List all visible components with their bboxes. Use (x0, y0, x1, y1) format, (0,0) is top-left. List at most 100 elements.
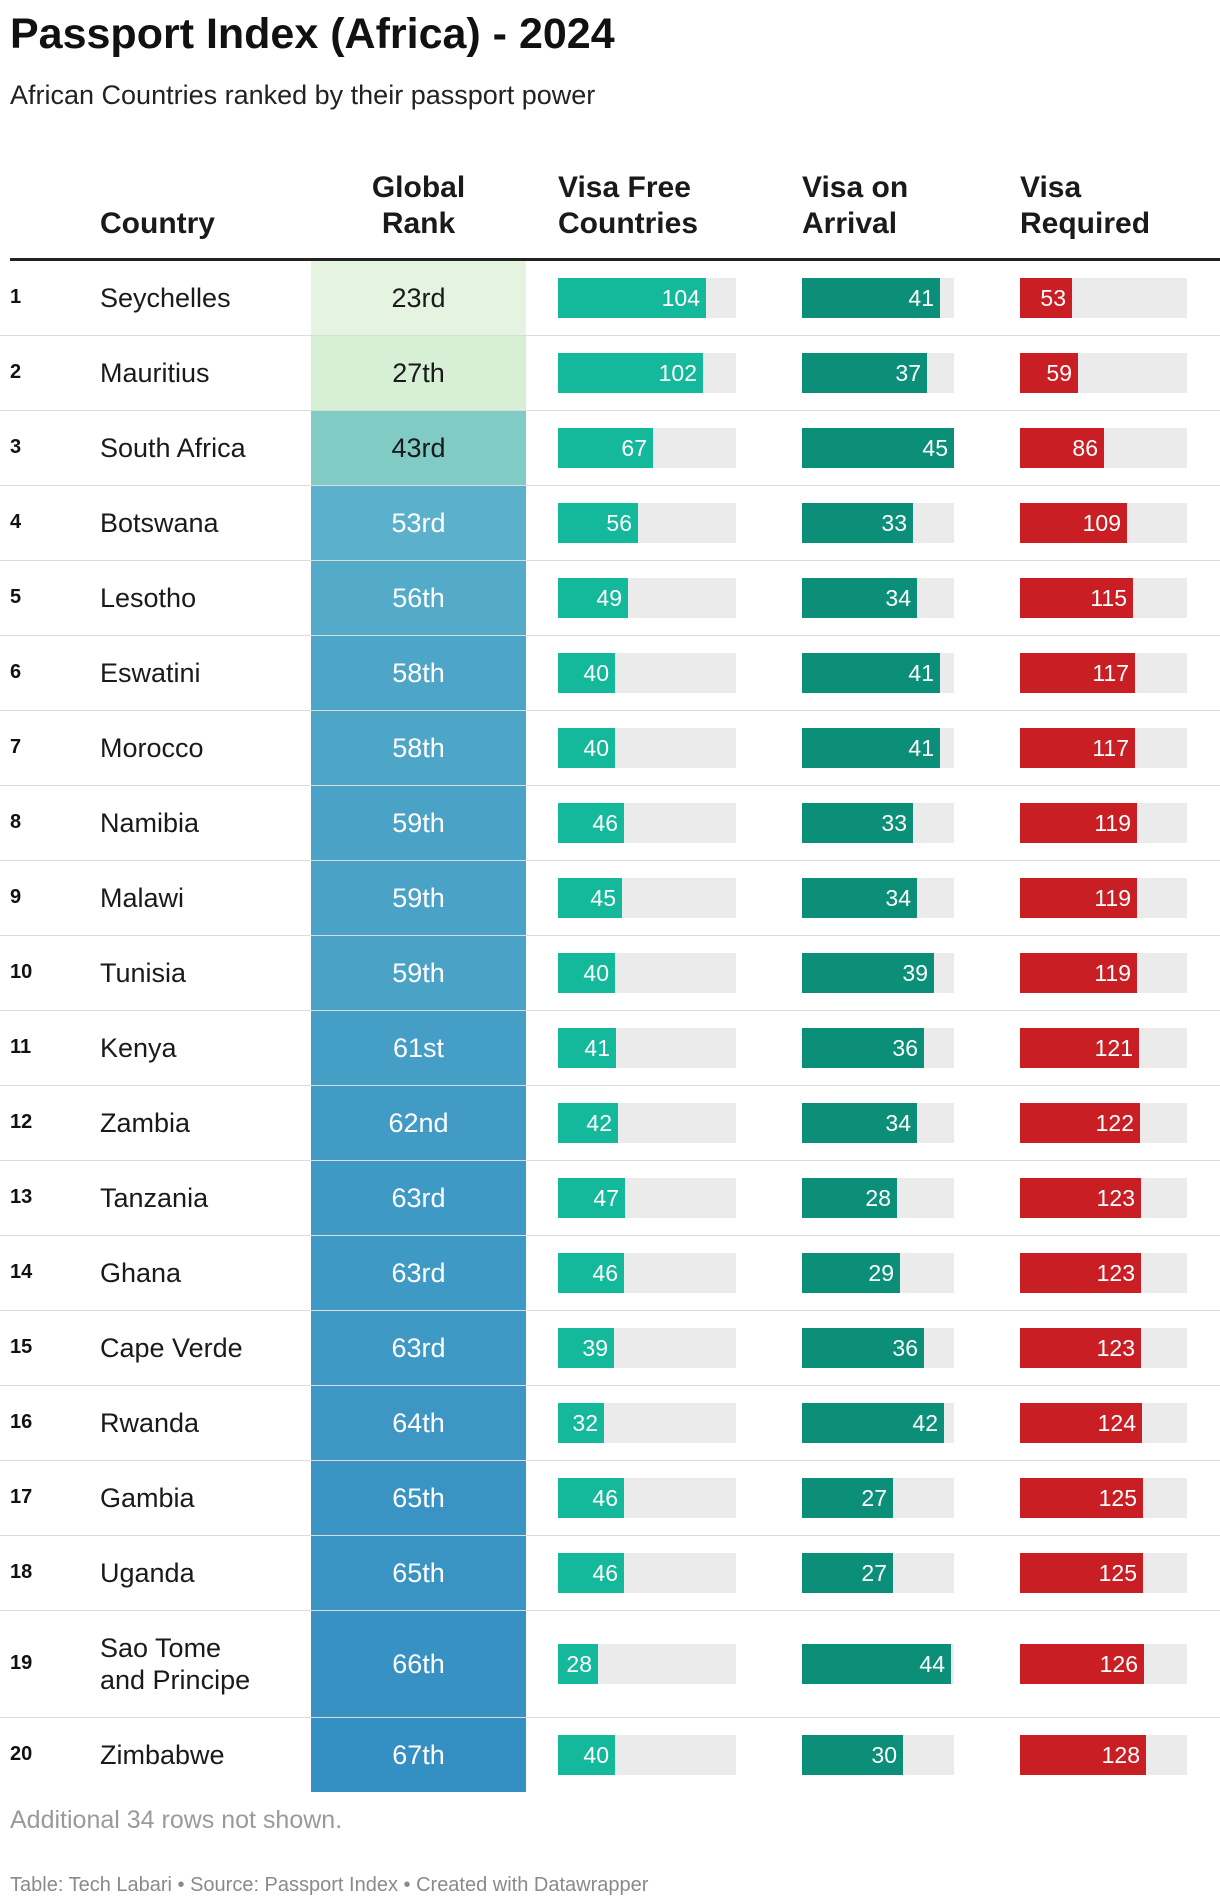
visa-on-arrival-value: 41 (908, 660, 934, 686)
country-name: Uganda (100, 1558, 195, 1588)
visa-free-value: 45 (590, 885, 616, 911)
visa-on-arrival-value: 44 (919, 1651, 945, 1677)
table-row[interactable]: 5 Lesotho 56th 49 34 115 (0, 561, 1220, 636)
global-rank-cell: 58th (311, 711, 526, 785)
visa-on-arrival-bar: 34 (802, 578, 917, 618)
row-number: 10 (10, 961, 33, 983)
visa-on-arrival-value: 41 (908, 285, 934, 311)
visa-free-value: 104 (661, 285, 700, 311)
visa-free-track: 56 (558, 503, 736, 543)
table-row[interactable]: 3 South Africa 43rd 67 45 86 (0, 411, 1220, 486)
visa-free-value: 41 (584, 1035, 610, 1061)
visa-free-bar: 46 (558, 1478, 624, 1518)
country-name: Zimbabwe (100, 1740, 225, 1770)
table-row[interactable]: 16 Rwanda 64th 32 42 124 (0, 1386, 1220, 1461)
visa-on-arrival-bar: 45 (802, 428, 954, 468)
global-rank-cell: 67th (311, 1718, 526, 1792)
visa-required-track: 121 (1020, 1028, 1187, 1068)
country-name: Gambia (100, 1483, 195, 1513)
visa-required-bar: 53 (1020, 278, 1072, 318)
visa-required-bar: 123 (1020, 1178, 1141, 1218)
visa-required-bar: 122 (1020, 1103, 1140, 1143)
visa-required-value: 86 (1072, 435, 1098, 461)
visa-free-track: 104 (558, 278, 736, 318)
table-row[interactable]: 2 Mauritius 27th 102 37 59 (0, 336, 1220, 411)
table-row[interactable]: 12 Zambia 62nd 42 34 122 (0, 1086, 1220, 1161)
table-row[interactable]: 19 Sao Tome and Principe 66th 28 44 126 (0, 1611, 1220, 1718)
table-row[interactable]: 1 Seychelles 23rd 104 41 53 (0, 261, 1220, 336)
visa-on-arrival-bar: 27 (802, 1478, 893, 1518)
visa-free-bar: 32 (558, 1403, 604, 1443)
visa-on-arrival-value: 41 (908, 735, 934, 761)
visa-required-value: 123 (1096, 1185, 1135, 1211)
table-body: 1 Seychelles 23rd 104 41 53 2 Mauritius 27th 102 3… (0, 261, 1220, 1792)
visa-free-track: 102 (558, 353, 736, 393)
visa-on-arrival-value: 34 (885, 585, 911, 611)
visa-free-track: 49 (558, 578, 736, 618)
visa-on-arrival-value: 33 (881, 510, 907, 536)
visa-required-track: 59 (1020, 353, 1187, 393)
header-country[interactable]: Country (100, 207, 215, 240)
source-footer: Table: Tech Labari • Source: Passport In… (10, 1874, 649, 1896)
visa-free-value: 67 (621, 435, 647, 461)
header-global-rank[interactable]: Global Rank (371, 171, 466, 240)
visa-free-track: 40 (558, 1735, 736, 1775)
visa-free-value: 40 (583, 735, 609, 761)
visa-required-value: 109 (1082, 510, 1121, 536)
visa-required-bar: 119 (1020, 803, 1137, 843)
table-row[interactable]: 10 Tunisia 59th 40 39 119 (0, 936, 1220, 1011)
header-visa-on-arrival[interactable]: Visa on Arrival (802, 171, 909, 240)
table-row[interactable]: 17 Gambia 65th 46 27 125 (0, 1461, 1220, 1536)
header-visa-required[interactable]: Visa Required (1020, 171, 1151, 240)
visa-free-track: 45 (558, 878, 736, 918)
country-name: Cape Verde (100, 1333, 243, 1363)
global-rank-cell: 61st (311, 1011, 526, 1085)
visa-required-bar: 115 (1020, 578, 1133, 618)
visa-free-track: 42 (558, 1103, 736, 1143)
row-number: 13 (10, 1186, 33, 1208)
visa-on-arrival-track: 27 (802, 1478, 954, 1518)
country-name: South Africa (100, 433, 246, 463)
visa-free-bar: 46 (558, 1253, 624, 1293)
row-number: 18 (10, 1561, 33, 1583)
visa-on-arrival-bar: 44 (802, 1644, 951, 1684)
visa-required-value: 119 (1094, 885, 1131, 911)
visa-on-arrival-bar: 36 (802, 1028, 924, 1068)
visa-on-arrival-track: 39 (802, 953, 954, 993)
header-divider (10, 258, 1220, 261)
row-number: 17 (10, 1486, 33, 1508)
visa-on-arrival-value: 45 (922, 435, 948, 461)
table-row[interactable]: 14 Ghana 63rd 46 29 123 (0, 1236, 1220, 1311)
table-row[interactable]: 20 Zimbabwe 67th 40 30 128 (0, 1718, 1220, 1792)
visa-free-bar: 40 (558, 953, 615, 993)
visa-free-track: 46 (558, 1478, 736, 1518)
header-visa-free[interactable]: Visa Free Countries (558, 171, 699, 240)
table-row[interactable]: 7 Morocco 58th 40 41 117 (0, 711, 1220, 786)
visa-on-arrival-value: 27 (861, 1560, 887, 1586)
visa-on-arrival-bar: 30 (802, 1735, 903, 1775)
table-row[interactable]: 4 Botswana 53rd 56 33 109 (0, 486, 1220, 561)
visa-free-track: 46 (558, 1253, 736, 1293)
visa-on-arrival-value: 34 (885, 1110, 911, 1136)
visa-free-track: 47 (558, 1178, 736, 1218)
visa-required-value: 125 (1098, 1485, 1137, 1511)
global-rank-cell: 59th (311, 786, 526, 860)
table-row[interactable]: 18 Uganda 65th 46 27 125 (0, 1536, 1220, 1611)
global-rank-cell: 58th (311, 636, 526, 710)
visa-free-track: 40 (558, 953, 736, 993)
table-row[interactable]: 15 Cape Verde 63rd 39 36 123 (0, 1311, 1220, 1386)
table-row[interactable]: 13 Tanzania 63rd 47 28 123 (0, 1161, 1220, 1236)
visa-required-bar: 125 (1020, 1478, 1143, 1518)
visa-free-bar: 39 (558, 1328, 614, 1368)
table-row[interactable]: 6 Eswatini 58th 40 41 117 (0, 636, 1220, 711)
visa-required-value: 124 (1097, 1410, 1136, 1436)
visa-on-arrival-track: 44 (802, 1644, 954, 1684)
global-rank-cell: 53rd (311, 486, 526, 560)
visa-required-track: 109 (1020, 503, 1187, 543)
visa-on-arrival-value: 36 (892, 1035, 918, 1061)
visa-on-arrival-value: 33 (881, 810, 907, 836)
table-row[interactable]: 8 Namibia 59th 46 33 119 (0, 786, 1220, 861)
table-row[interactable]: 11 Kenya 61st 41 36 121 (0, 1011, 1220, 1086)
visa-free-value: 46 (592, 1485, 618, 1511)
table-row[interactable]: 9 Malawi 59th 45 34 119 (0, 861, 1220, 936)
